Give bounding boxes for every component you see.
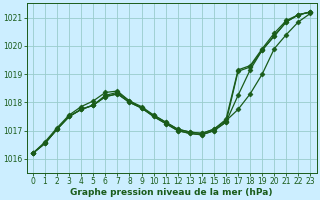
X-axis label: Graphe pression niveau de la mer (hPa): Graphe pression niveau de la mer (hPa) (70, 188, 273, 197)
